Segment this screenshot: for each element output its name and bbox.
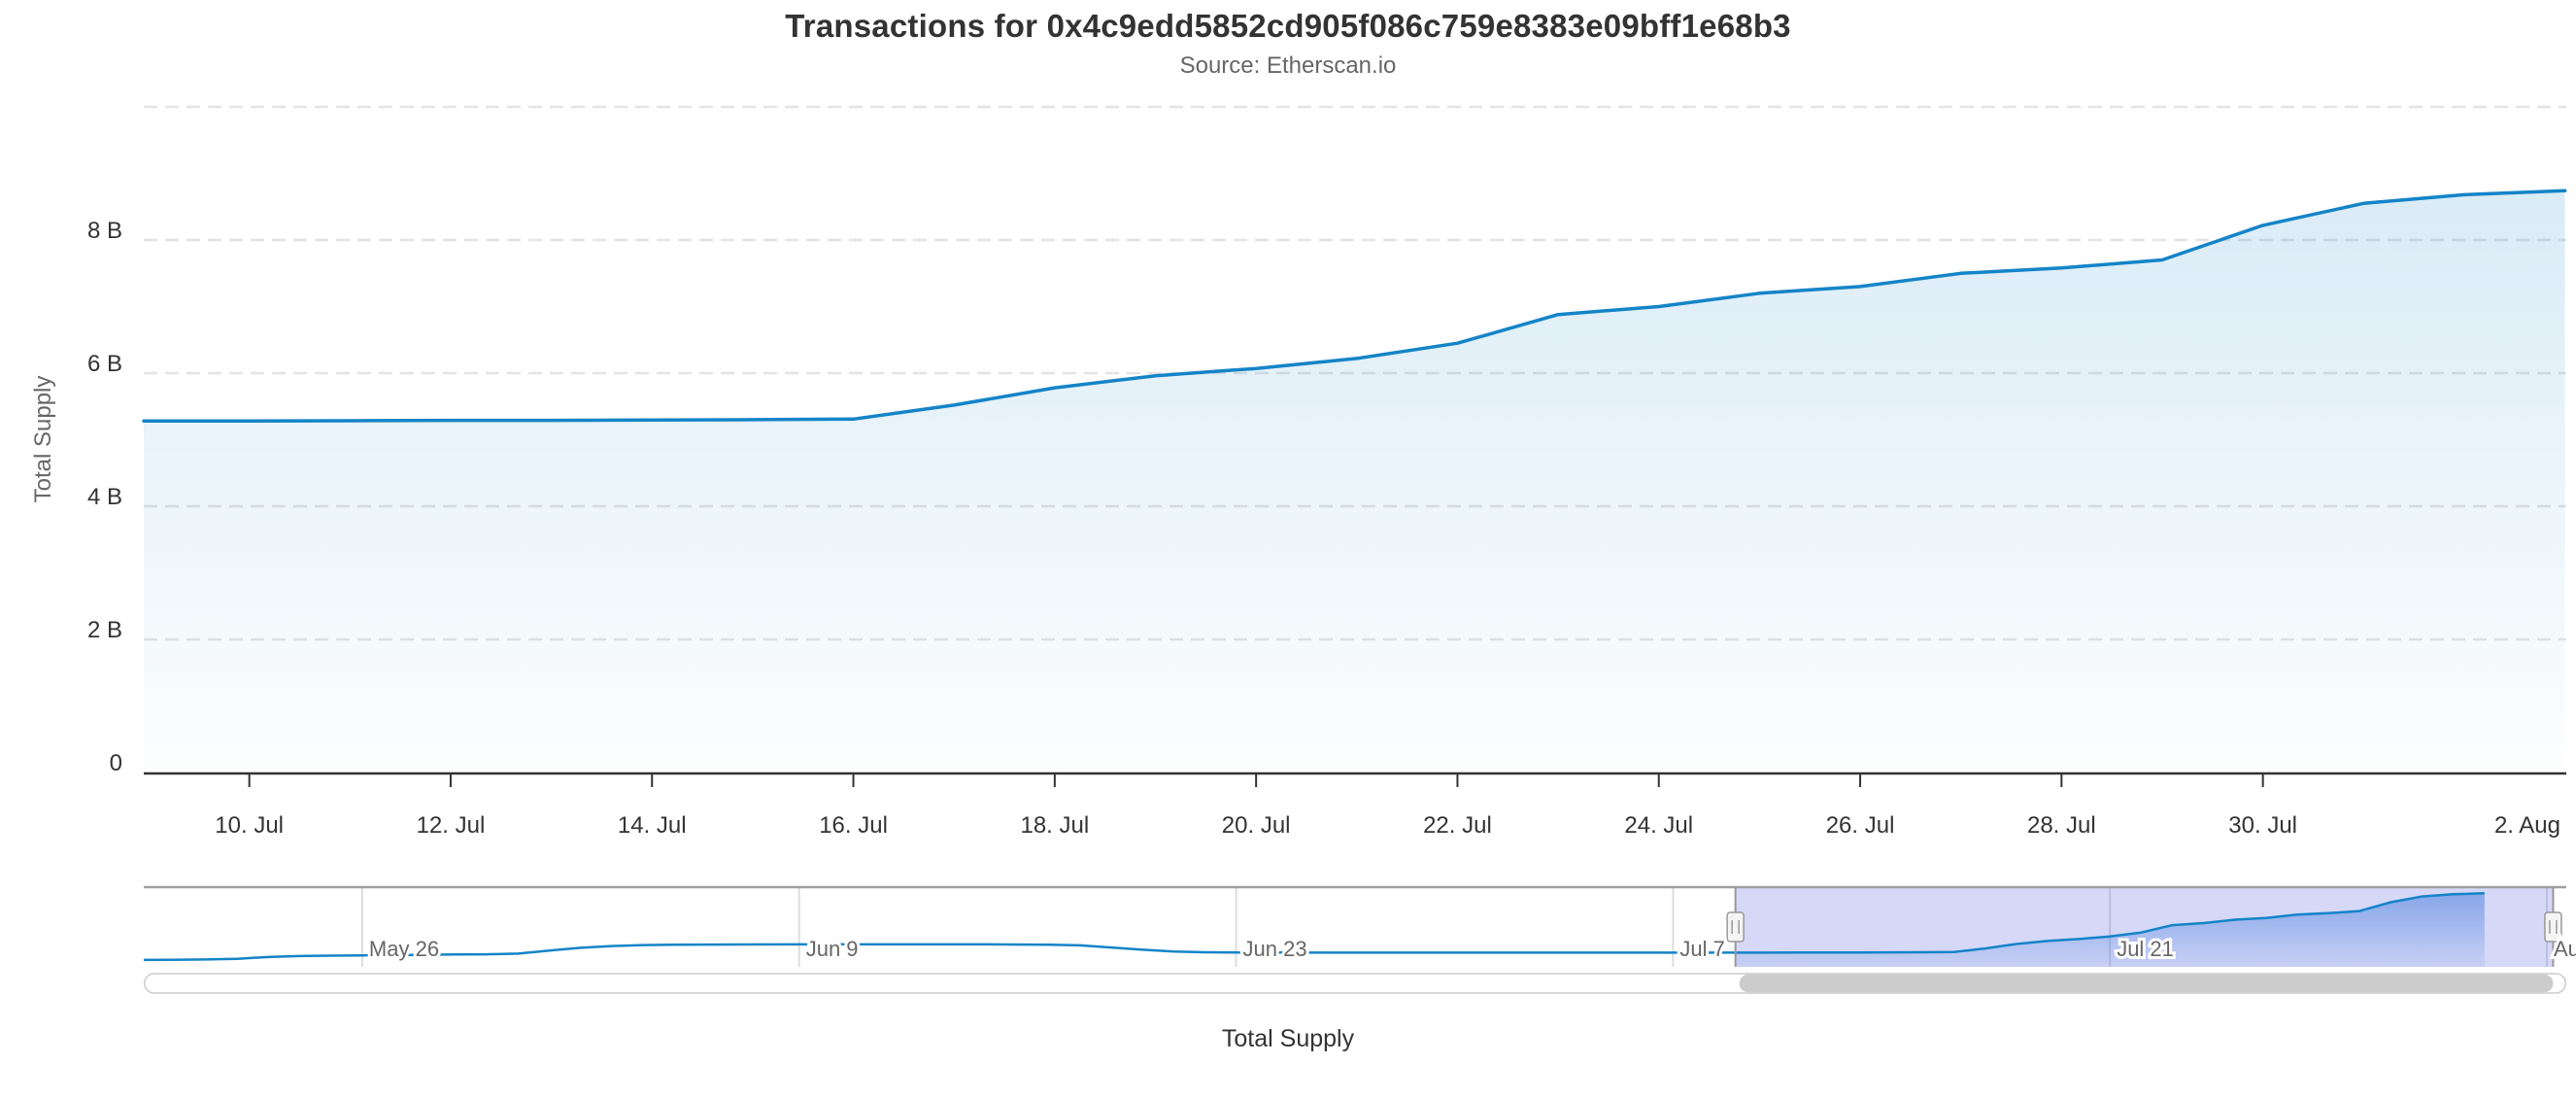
handle-grip <box>1726 911 1745 943</box>
y-tick-label: 6 B <box>87 351 122 377</box>
navigator-line <box>143 892 2485 962</box>
legend-item-label: Total Supply <box>1221 1025 1355 1052</box>
navigator-right-handle[interactable] <box>2544 911 2562 943</box>
scrollbar <box>144 973 2566 994</box>
series-line <box>142 189 2567 424</box>
legend: Total Supply <box>0 1025 2576 1053</box>
navigator-tick-label: Jul 21 <box>2117 937 2174 961</box>
x-tick-label: 16. Jul <box>819 812 888 839</box>
y-tick-label: 4 B <box>87 484 122 510</box>
x-tick-label: 24. Jul <box>1624 812 1693 839</box>
x-axis: 10. Jul 12. Jul 14. Jul 16. Jul 18. Jul 20. J… <box>144 772 2566 839</box>
x-tick-label: 20. Jul <box>1222 812 1291 839</box>
x-tick-label: 18. Jul <box>1020 812 1089 839</box>
navigator-tick-label: Aug 4 <box>2554 937 2576 961</box>
x-tick-label: 30. Jul <box>2228 812 2297 839</box>
legend-item-total-supply[interactable]: Total Supply <box>1222 1025 1354 1053</box>
y-tick-label: 2 B <box>87 617 122 643</box>
navigator-axis-labels: May 26 Jun 9 Jun 23 Jul 7 Jul 21 Aug 4 <box>366 934 2576 964</box>
y-axis-title: Total Supply <box>30 376 56 503</box>
chart-title: Transactions for 0x4c9edd5852cd905f086c7… <box>785 8 1791 44</box>
handle-grip <box>2544 911 2562 943</box>
navigator-left-handle[interactable] <box>1726 911 1745 943</box>
navigator-tick-label: May 26 <box>369 937 439 961</box>
y-tick-label: 0 <box>110 750 122 776</box>
chart-subtitle: Source: Etherscan.io <box>1179 52 1397 79</box>
x-tick-label: 22. Jul <box>1423 812 1492 839</box>
navigator-tick-label: Jul 7 <box>1679 937 1724 961</box>
x-tick-label: 14. Jul <box>618 812 687 839</box>
x-tick-label: 10. Jul <box>215 812 284 839</box>
navigator: May 26 Jun 9 Jun 23 Jul 7 Jul 21 Aug 4 <box>143 885 2576 967</box>
x-tick-label: 2. Aug <box>2494 812 2560 839</box>
x-tick-label: 12. Jul <box>417 812 486 839</box>
plot-area[interactable] <box>144 97 2566 772</box>
navigator-tick-label: Jun 23 <box>1243 937 1307 961</box>
y-tick-label: 8 B <box>87 218 122 244</box>
y-axis-labels: 0 2 B 4 B 6 B 8 B <box>87 218 122 776</box>
navigator-tick-label: Jun 9 <box>806 937 859 961</box>
navigator-area-fill <box>1735 893 2485 967</box>
x-tick-label: 26. Jul <box>1826 812 1895 839</box>
scrollbar-thumb[interactable] <box>1739 974 2554 993</box>
x-tick-label: 28. Jul <box>2027 812 2096 839</box>
series-area-fill <box>144 190 2565 773</box>
